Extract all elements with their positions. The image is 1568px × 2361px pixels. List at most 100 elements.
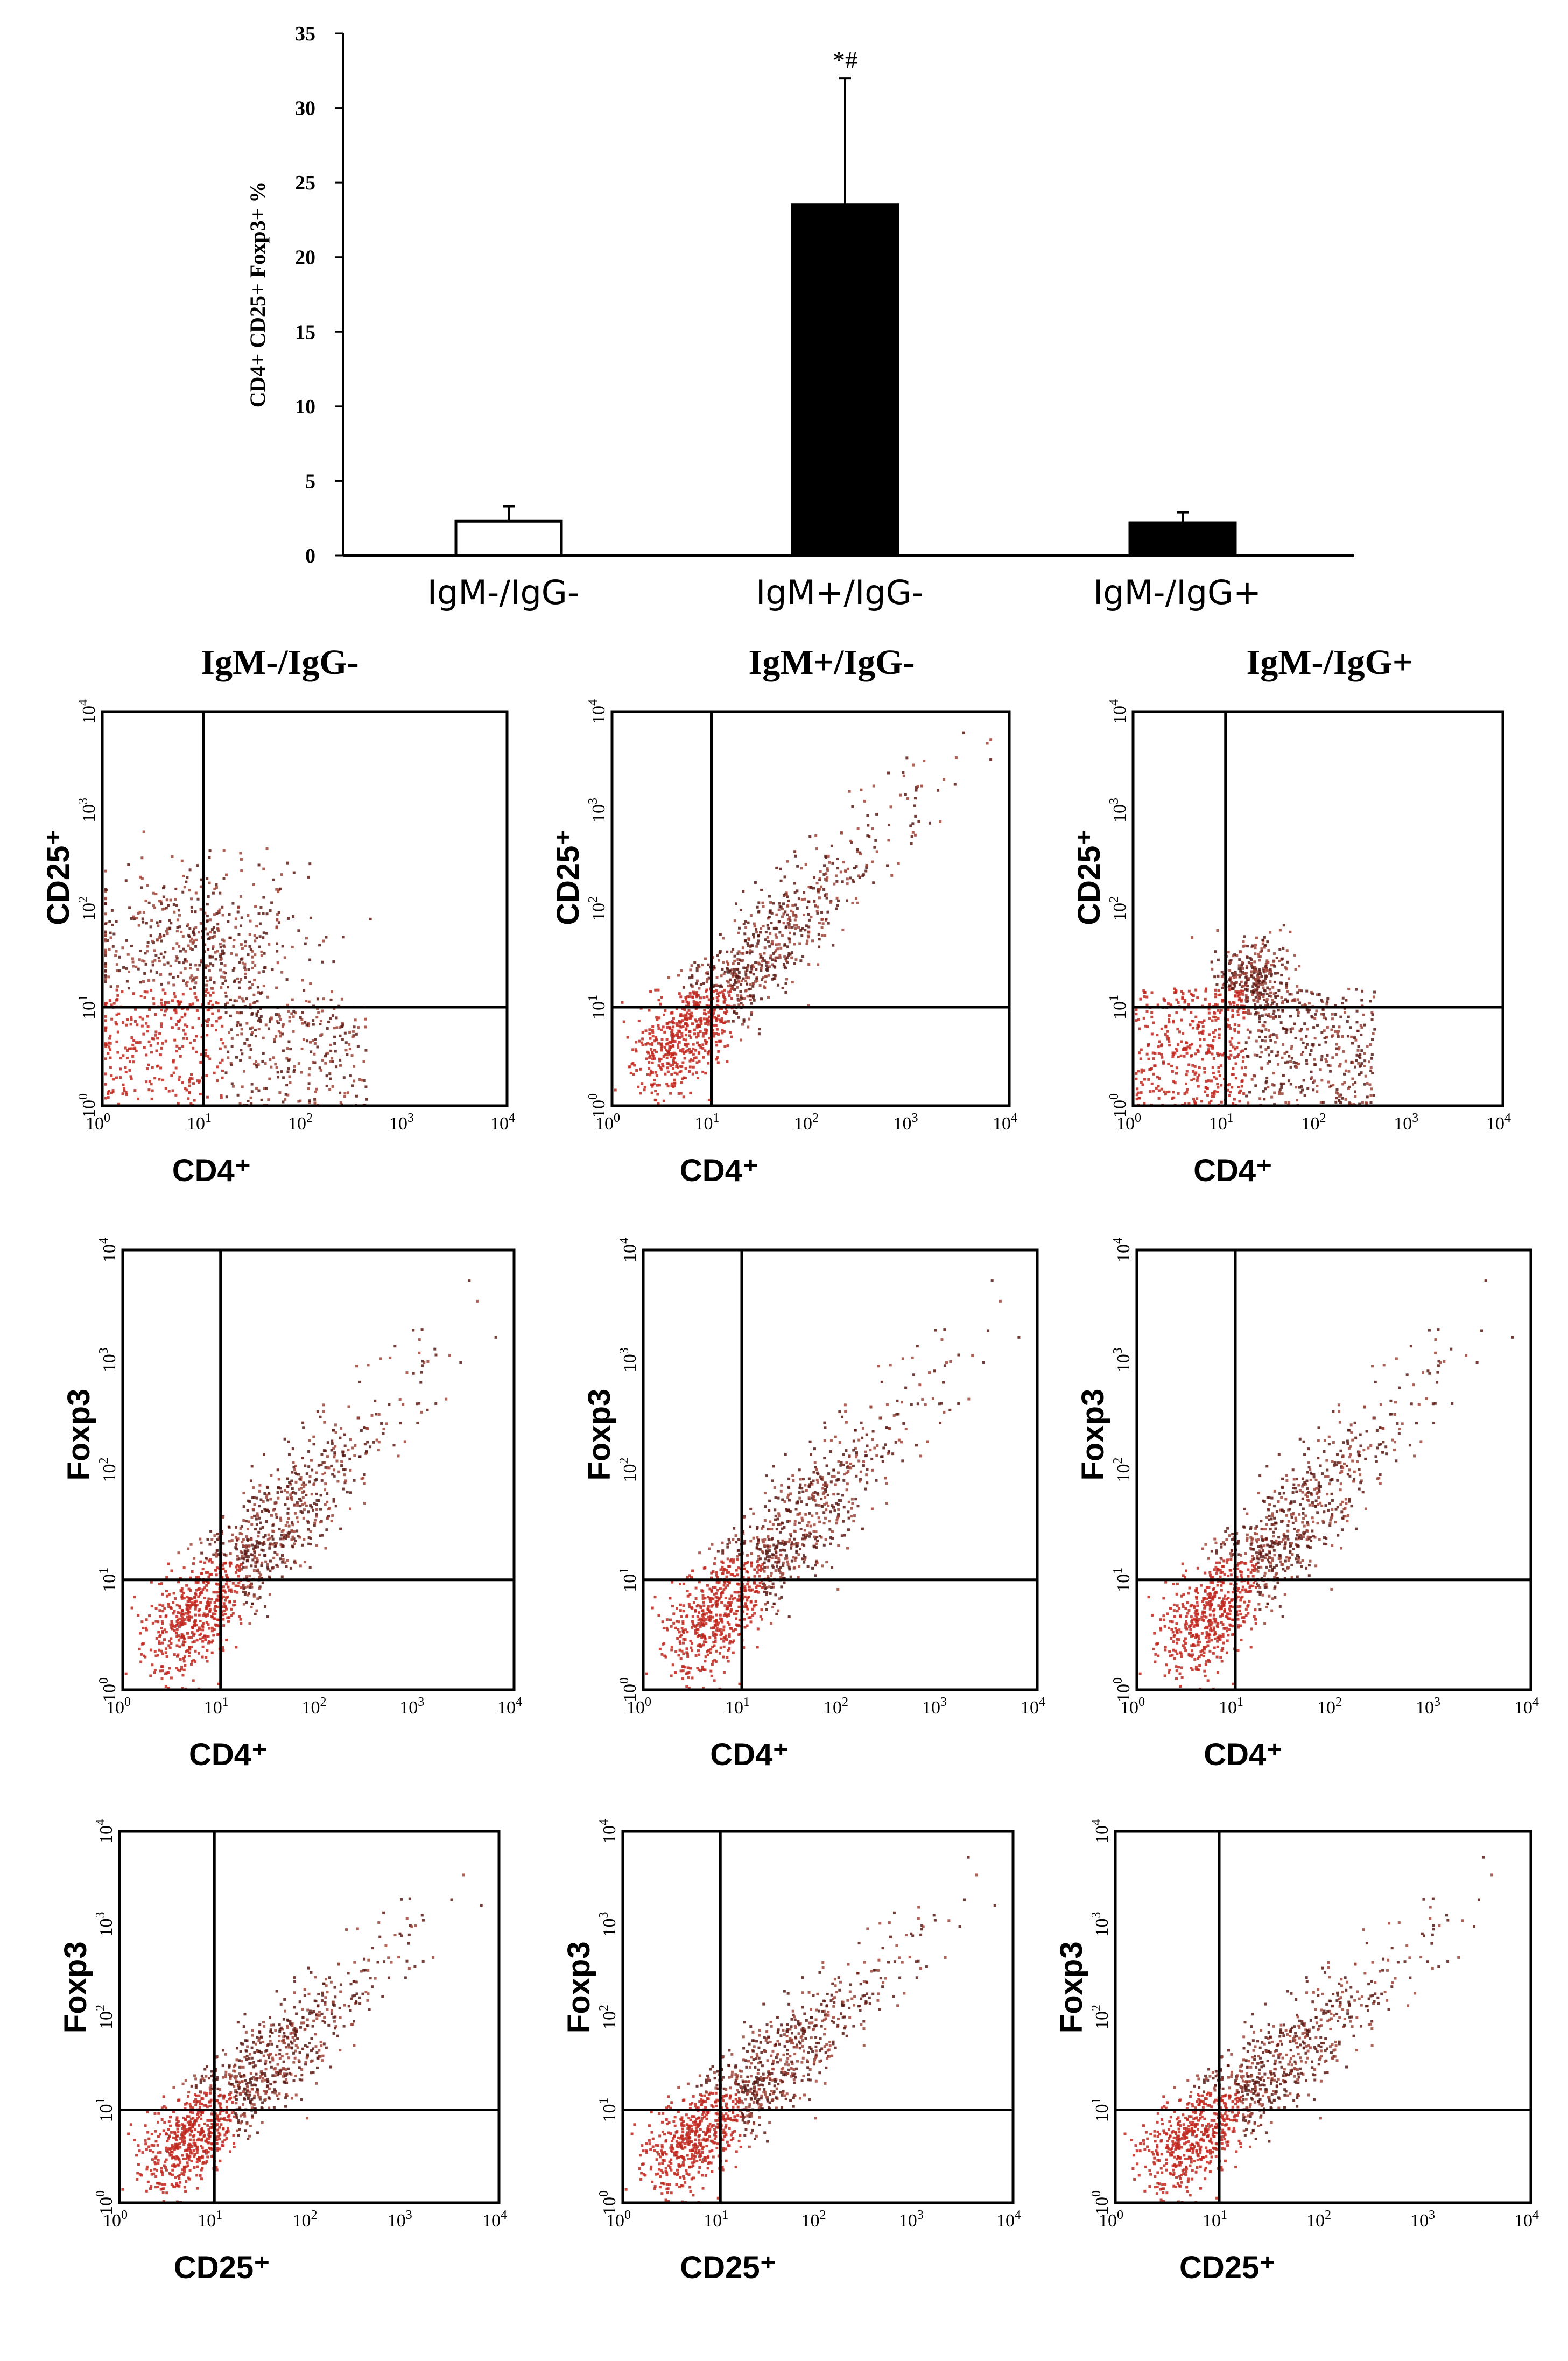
y-tick-label: 102 [617, 1458, 640, 1482]
y-tick-label: 103 [597, 1912, 620, 1937]
x-tick-label: 101 [725, 1695, 750, 1718]
y-tick-label: 103 [94, 1912, 116, 1937]
x-tick-label: 101 [198, 2208, 222, 2231]
y-tick-label: 15 [295, 321, 315, 343]
x-tick-label: 100 [103, 2208, 128, 2231]
y-tick-label: 100 [1089, 2190, 1112, 2215]
y-tick-label: 104 [1107, 699, 1130, 724]
x-tick-label: 100 [106, 1695, 131, 1718]
y-tick-label: 101 [1111, 1568, 1134, 1592]
y-tick-label: 102 [94, 2005, 116, 2029]
y-tick-label: 104 [597, 1819, 620, 1844]
y-axis-label: Foxp3 [61, 1389, 96, 1481]
x-tick-label: 100 [627, 1695, 651, 1718]
event-dots [1138, 1279, 1514, 1690]
y-tick-label: 103 [586, 798, 609, 823]
x-tick-label: 100 [606, 2208, 631, 2231]
x-axis-label: CD25⁺ [174, 2250, 270, 2285]
y-axis-label: Foxp3 [582, 1389, 617, 1481]
y-tick-label: 101 [617, 1568, 640, 1592]
x-tick-label: 102 [1317, 1695, 1342, 1718]
y-tick-label: 100 [76, 1093, 99, 1118]
y-tick-label: 20 [295, 247, 315, 269]
x-tick-label: 100 [1116, 1111, 1141, 1134]
column-title: IgM-/IgG- [201, 643, 358, 682]
y-tick-label: 30 [295, 97, 315, 120]
column-titles: IgM-/IgG- IgM+/IgG- IgM-/IgG+ [201, 643, 1412, 682]
column-title: IgM+/IgG- [749, 643, 915, 682]
y-tick-label: 100 [1111, 1677, 1134, 1702]
x-axis-label: CD4⁺ [1193, 1153, 1272, 1188]
plot-frame [118, 1830, 501, 2204]
x-category-label: IgM-/IgG- [427, 573, 579, 612]
event-dots [624, 1856, 996, 2203]
x-tick-label: 104 [482, 2208, 507, 2231]
y-tick-label: 101 [97, 1568, 119, 1592]
x-tick-label: 103 [1394, 1111, 1418, 1134]
y-axis-label: Foxp3 [58, 1941, 93, 2033]
y-axis-label: CD25⁺ [41, 829, 76, 925]
y-tick-label: 103 [97, 1347, 119, 1372]
y-tick-label: 102 [76, 896, 99, 921]
x-tick-label: 103 [922, 1695, 947, 1718]
event-dots [1123, 1856, 1494, 2203]
x-tick-label: 104 [996, 2208, 1021, 2231]
x-tick-label: 102 [794, 1111, 819, 1134]
y-tick-label: 102 [586, 896, 609, 921]
plot-frame [642, 1248, 1039, 1691]
y-tick-label: 101 [1089, 2098, 1112, 2123]
column-title: IgM-/IgG+ [1247, 643, 1413, 682]
x-tick-label: 102 [801, 2208, 826, 2231]
y-axis-label: Foxp3 [1075, 1389, 1110, 1481]
y-tick-label: 103 [617, 1347, 640, 1372]
y-tick-label: 0 [305, 545, 315, 567]
y-tick-label: 100 [97, 1677, 119, 1702]
plot-frame [1135, 1248, 1532, 1691]
x-tick-label: 103 [899, 2208, 924, 2231]
x-tick-label: 103 [388, 2208, 412, 2231]
y-tick-label: 102 [1107, 896, 1130, 921]
x-tick-label: 100 [86, 1111, 110, 1134]
x-tick-label: 102 [1306, 2208, 1331, 2231]
y-tick-label: 104 [586, 699, 609, 724]
x-tick-label: 100 [595, 1111, 620, 1134]
y-tick-label: 102 [97, 1458, 119, 1482]
x-axis-label: CD25⁺ [680, 2250, 776, 2285]
y-axis-label: Foxp3 [1054, 1941, 1089, 2033]
event-dots [645, 1279, 1021, 1690]
x-tick-label: 101 [1209, 1111, 1234, 1134]
y-tick-label: 101 [94, 2098, 116, 2123]
x-tick-label: 101 [1203, 2208, 1227, 2231]
x-category-label: IgM+/IgG- [756, 573, 924, 612]
event-dots [124, 1279, 497, 1690]
x-axis-label: CD4⁺ [189, 1737, 268, 1772]
x-tick-label: 101 [187, 1111, 212, 1134]
y-tick-label: 25 [295, 172, 315, 194]
y-tick-label: 101 [1107, 995, 1130, 1020]
x-axis-label: CD4⁺ [680, 1153, 759, 1188]
x-tick-label: 101 [695, 1111, 720, 1134]
y-tick-label: 5 [305, 470, 315, 493]
x-tick-label: 100 [1099, 2208, 1123, 2231]
plot-frame [621, 1830, 1015, 2204]
x-tick-label: 100 [1120, 1695, 1145, 1718]
x-tick-label: 103 [389, 1111, 414, 1134]
x-tick-label: 102 [1302, 1111, 1326, 1134]
x-axis-label: CD4⁺ [172, 1153, 251, 1188]
plot-frame [121, 1248, 516, 1691]
y-tick-label: 10 [295, 396, 315, 418]
x-axis-label: CD4⁺ [710, 1737, 789, 1772]
y-tick-label: 103 [1111, 1347, 1134, 1372]
y-axis-label: CD4+ CD25+ Foxp3+ % [245, 181, 270, 408]
y-axis-label: Foxp3 [561, 1941, 596, 2033]
x-tick-label: 102 [288, 1111, 313, 1134]
y-tick-label: 102 [1089, 2005, 1112, 2029]
